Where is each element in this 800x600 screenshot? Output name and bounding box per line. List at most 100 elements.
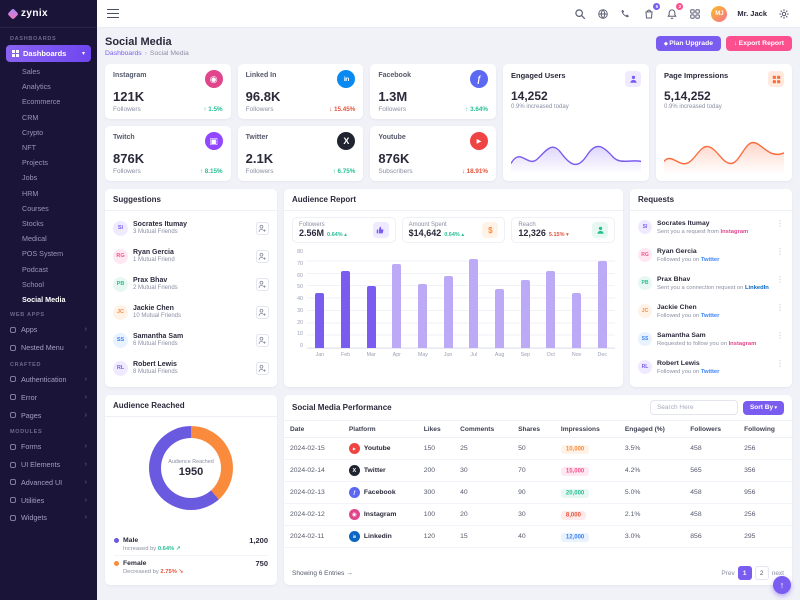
sidebar-subitem[interactable]: Courses bbox=[22, 203, 49, 213]
platform-link[interactable]: Twitter bbox=[700, 312, 720, 319]
more-options-icon[interactable] bbox=[776, 332, 784, 340]
bar bbox=[597, 260, 607, 348]
suggestion-item: RL Robert Lewis 8 Mutual Friends bbox=[113, 358, 269, 378]
search-icon[interactable] bbox=[573, 7, 586, 20]
x-tick-label: Apr bbox=[392, 352, 401, 358]
column-header: Date bbox=[284, 421, 343, 438]
sidebar-subitem[interactable]: HRM bbox=[22, 188, 39, 198]
page-impressions-card: Page Impressions 5,14,252 0.9% increased… bbox=[656, 64, 792, 181]
request-text: Sent you a connection request on LinkedI… bbox=[657, 284, 769, 291]
cart-icon[interactable]: 5 bbox=[642, 3, 661, 20]
platform-link[interactable]: Twitter bbox=[700, 256, 720, 263]
request-item: RG Ryan Gercia Followed you on Twitter bbox=[638, 246, 784, 266]
avatar[interactable]: MJ bbox=[711, 5, 728, 22]
sidebar-subitem[interactable]: Analytics bbox=[22, 82, 51, 92]
platform-icon bbox=[337, 70, 356, 88]
x-tick-label: May bbox=[417, 352, 428, 358]
page-number-button[interactable]: 2 bbox=[754, 566, 769, 580]
page-number-button[interactable]: 1 bbox=[737, 566, 752, 580]
trend-value: 18.91% bbox=[462, 168, 488, 175]
sidebar-item[interactable]: Forms bbox=[6, 438, 91, 456]
menu-item-icon bbox=[10, 344, 16, 351]
hamburger-menu-icon[interactable] bbox=[107, 7, 121, 21]
stat-label: Followers bbox=[378, 106, 407, 113]
sidebar-item-dashboards[interactable]: Dashboards bbox=[6, 45, 91, 62]
breadcrumb-link[interactable]: Dashboards bbox=[105, 50, 142, 57]
sidebar-subitem[interactable]: CRM bbox=[22, 112, 39, 122]
sidebar-subitem[interactable]: Crypto bbox=[22, 127, 44, 137]
menu-item-icon bbox=[10, 514, 16, 521]
sidebar-item-label: Advanced UI bbox=[21, 477, 63, 487]
followers-cell: 565 bbox=[684, 459, 739, 482]
phone-icon[interactable] bbox=[619, 7, 632, 20]
sidebar-subitem[interactable]: Sales bbox=[22, 67, 40, 77]
more-options-icon[interactable] bbox=[776, 360, 784, 368]
add-friend-icon[interactable] bbox=[256, 249, 269, 263]
next-page-button[interactable]: next bbox=[771, 569, 784, 577]
export-report-button[interactable]: Export Report bbox=[726, 36, 792, 51]
platform-link[interactable]: LinkedIn bbox=[745, 284, 769, 291]
sidebar-item[interactable]: Widgets bbox=[6, 509, 91, 527]
person-name: Socrates Itumay bbox=[657, 219, 710, 227]
trend-value: 0.64% bbox=[327, 232, 347, 238]
audience-report-chart: 80 70 60 50 40 30 20 10 0 Jan Feb Mar Apr May Jun Jul A… bbox=[284, 247, 623, 387]
more-options-icon[interactable] bbox=[776, 304, 784, 312]
sidebar-subitem[interactable]: Projects bbox=[22, 158, 48, 168]
add-friend-icon[interactable] bbox=[256, 305, 269, 319]
sidebar-item[interactable]: Advanced UI bbox=[6, 473, 91, 491]
plan-upgrade-button[interactable]: Plan Upgrade bbox=[655, 36, 721, 51]
sidebar-subitem[interactable]: NFT bbox=[22, 143, 36, 153]
sidebar-subitem[interactable]: Medical bbox=[22, 234, 47, 244]
search-input[interactable] bbox=[649, 400, 738, 415]
sidebar-item[interactable]: Nested Menu bbox=[6, 339, 91, 357]
more-options-icon[interactable] bbox=[776, 276, 784, 284]
platform-link[interactable]: Instagram bbox=[720, 228, 749, 235]
sidebar-item[interactable]: Apps bbox=[6, 321, 91, 339]
brand-logo[interactable]: zynix bbox=[0, 0, 97, 28]
male-dot bbox=[114, 538, 119, 543]
sidebar-item[interactable]: UI Elements bbox=[6, 456, 91, 474]
legend-male: Male 1,200 Increased by 0.64% bbox=[114, 533, 268, 555]
sidebar-item[interactable]: Error bbox=[6, 388, 91, 406]
prev-page-button[interactable]: Prev bbox=[721, 569, 735, 577]
comments-cell: 25 bbox=[454, 437, 513, 460]
sidebar-item[interactable]: Pages bbox=[6, 406, 91, 424]
platform-cell: Youtube bbox=[342, 437, 418, 460]
sidebar-subitem[interactable]: Podcast bbox=[22, 264, 48, 274]
table-row: 2024-02-15 Youtube 150 25 bbox=[284, 437, 792, 460]
sidebar-subitem[interactable]: Ecommerce bbox=[22, 97, 61, 107]
performance-table: Date Platform Likes Comments Shares Impressio… bbox=[284, 421, 792, 548]
showing-entries-link[interactable]: Showing 6 Entries bbox=[292, 570, 353, 577]
mutual-friends: 8 Mutual Friends bbox=[133, 369, 178, 376]
sidebar-subitem[interactable]: Stocks bbox=[22, 218, 44, 228]
sidebar-subitem[interactable]: Jobs bbox=[22, 173, 38, 183]
apps-grid-icon[interactable] bbox=[688, 7, 701, 20]
more-options-icon[interactable] bbox=[776, 248, 784, 256]
x-tick-label: Mar bbox=[366, 352, 376, 358]
sidebar-subitem[interactable]: School bbox=[22, 279, 44, 289]
add-friend-icon[interactable] bbox=[256, 333, 269, 347]
menu-item-icon bbox=[10, 376, 16, 383]
platform-link[interactable]: Twitter bbox=[700, 368, 720, 375]
table-body: 2024-02-15 Youtube 150 25 bbox=[284, 437, 792, 548]
scroll-to-top-button[interactable] bbox=[773, 576, 791, 594]
platform-stat-card: Youtube 876K Subscribers 18.91% bbox=[370, 126, 496, 181]
main-area: 5 2 MJ Mr. Jack Social Med bbox=[97, 0, 800, 600]
female-dot bbox=[114, 561, 119, 566]
add-friend-icon[interactable] bbox=[256, 221, 269, 235]
more-options-icon[interactable] bbox=[776, 220, 784, 228]
sort-by-button[interactable]: Sort By bbox=[742, 400, 784, 415]
sidebar-item[interactable]: Utilities bbox=[6, 491, 91, 509]
request-item: SI Socrates Itumay Sent you a request fr… bbox=[638, 218, 784, 238]
bell-icon[interactable]: 2 bbox=[665, 3, 684, 20]
gear-icon[interactable] bbox=[777, 7, 790, 20]
add-friend-icon[interactable] bbox=[256, 277, 269, 291]
language-icon[interactable] bbox=[596, 7, 609, 20]
platform-link[interactable]: Instagram bbox=[728, 340, 757, 347]
sidebar-subitem[interactable]: POS System bbox=[22, 249, 64, 259]
sidebar-subitem[interactable]: Social Media bbox=[22, 294, 66, 304]
add-friend-icon[interactable] bbox=[256, 361, 269, 375]
sidebar-item[interactable]: Authentication bbox=[6, 371, 91, 389]
person-name: Prax Bhav bbox=[657, 275, 691, 283]
engaged-cell: 3.5% bbox=[618, 437, 685, 460]
